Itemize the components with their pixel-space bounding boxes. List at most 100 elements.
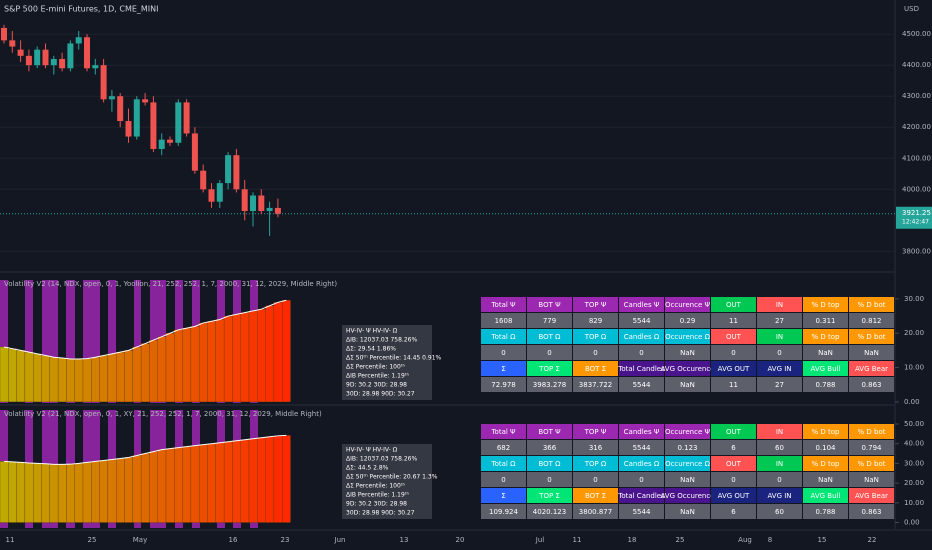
table-cell [711,377,756,392]
signal-band [134,280,141,403]
bar [82,358,92,403]
bar [157,336,167,403]
candle-body [17,49,24,56]
table-cell [757,440,802,455]
table-cell [849,456,894,471]
table-cell [619,377,664,392]
table-cell [849,440,894,455]
table-text: BOT Σ [585,492,606,500]
candle-body [200,170,207,190]
table-cell [665,456,710,471]
table-cell [711,313,756,328]
table-cell [803,440,848,455]
table-text: 0.104 [815,444,836,452]
table-cell [665,472,710,487]
bar [215,319,225,403]
table-text: % D top [812,460,841,468]
tooltip-line: ΔΣ 50ᵗʰ Percentile: 14.45 0.91% [346,355,442,362]
table-cell [481,456,526,471]
table-text: 0.788 [815,381,835,389]
table-cell [849,488,894,503]
table-cell [573,424,618,439]
table-text: % D bot [858,333,886,341]
candle-body [183,102,190,134]
table-cell [527,440,572,455]
table-text: 779 [543,317,556,325]
table-cell [527,361,572,376]
bar [149,451,158,523]
table-cell [803,472,848,487]
table-text: NaN [680,349,695,357]
y-tick-label: 4000.00 [902,185,931,193]
bar [0,461,9,523]
bar [99,460,109,523]
table-cell [757,297,802,312]
table-cell [665,440,710,455]
table-cell [619,456,664,471]
table-text: AVG Bull [811,365,841,373]
table-cell [757,377,802,392]
table-cell [527,345,572,360]
tooltip-line: ΔIB: 12037.03 758.26% [346,337,417,344]
bar [223,315,233,403]
tooltip-box [342,325,432,400]
x-tick-label: 20 [456,536,465,544]
table-cell [665,361,710,376]
candle-body [258,195,265,212]
bar [265,305,275,403]
bar [49,464,59,523]
table-text: Candles Ψ [624,301,660,309]
candle-body [67,43,74,69]
candle-body [34,49,41,66]
table-text: 316 [589,444,603,452]
bar [199,322,208,403]
x-tick-label: 8 [768,536,772,544]
last-price: 3921.25 [902,209,931,217]
table-cell [481,297,526,312]
table-text: AVG Bear [855,365,888,373]
table-cell [757,456,802,471]
signal-band [25,280,33,403]
table-text: NaN [818,349,833,357]
value-line [4,299,287,360]
y-tick-label: 0.00 [904,398,920,406]
table-cell [711,345,756,360]
x-tick-label: 18 [628,536,637,544]
table-cell [711,329,756,344]
bar [24,462,34,523]
table-cell [849,377,894,392]
candle-body [117,96,124,122]
table-text: OUT [726,333,742,341]
x-tick-label: Jun [334,536,346,544]
table-text: Occurence Ψ [665,428,710,436]
table-text: NaN [680,508,695,516]
table-text: 0 [593,349,597,357]
y-tick-label: 4100.00 [902,154,931,162]
bar [8,461,17,523]
y-tick-label: 50.00 [904,420,924,428]
table-text: AVG Occurence [660,365,714,373]
table-cell [481,424,526,439]
table-text: TOP Ω [584,333,607,341]
table-text: Σ [501,492,505,500]
tooltip-line: 9D: 30.2 30D: 28.98 [346,382,407,389]
table-text: NaN [680,381,695,389]
bar [223,441,233,523]
table-cell [711,424,756,439]
tooltip-line: HV-IV- Ψ HV-IV- Ω [346,447,398,454]
table-text: 0 [501,476,505,484]
table-cell [803,297,848,312]
x-tick-label: 11 [6,536,15,544]
candle-body [84,37,90,69]
y-tick-label: 4500.00 [902,30,931,38]
y-tick-label: 0.00 [904,519,920,527]
y-tick-label: 20.00 [904,329,924,337]
candle-body [142,99,149,103]
table-cell [849,329,894,344]
bar [132,346,142,403]
candle-body [266,207,273,212]
table-text: 5544 [633,317,651,325]
tooltip-line: 30D: 28.98 90D: 30.27 [346,391,415,398]
table-cell [619,345,664,360]
